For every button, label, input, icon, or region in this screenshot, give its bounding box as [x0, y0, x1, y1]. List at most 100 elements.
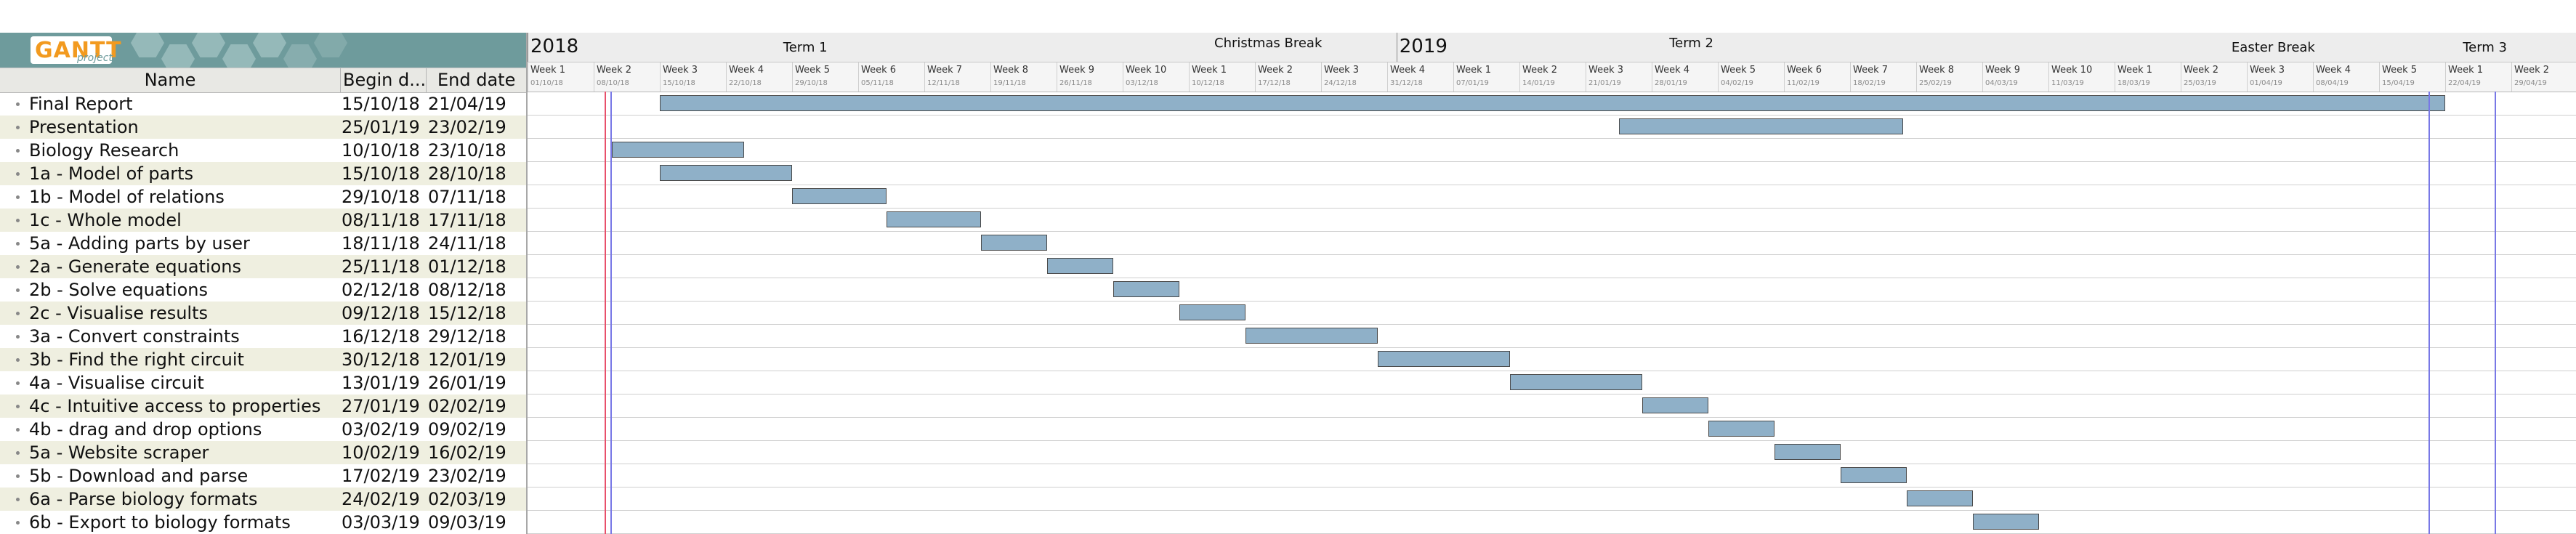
- task-name[interactable]: 4a - Visualise circuit: [29, 371, 204, 395]
- task-row[interactable]: Final Report 15/10/18 21/04/19: [0, 92, 526, 116]
- task-begin-date[interactable]: 15/10/18: [342, 92, 420, 116]
- task-bar[interactable]: [981, 235, 1047, 251]
- task-bar[interactable]: [792, 188, 887, 204]
- task-begin-date[interactable]: 27/01/19: [342, 395, 420, 418]
- task-begin-date[interactable]: 16/12/18: [342, 325, 420, 348]
- task-name[interactable]: 5a - Website scraper: [29, 441, 209, 464]
- task-begin-date[interactable]: 03/02/19: [342, 418, 420, 441]
- task-bar[interactable]: [1907, 490, 1973, 506]
- task-row[interactable]: 2b - Solve equations 02/12/18 08/12/18: [0, 278, 526, 302]
- task-begin-date[interactable]: 08/11/18: [342, 209, 420, 232]
- task-begin-date[interactable]: 30/12/18: [342, 348, 420, 371]
- task-name[interactable]: 4c - Intuitive access to properties: [29, 395, 320, 418]
- task-begin-date[interactable]: 25/01/19: [342, 116, 420, 139]
- task-name[interactable]: 4b - drag and drop options: [29, 418, 262, 441]
- task-row[interactable]: Presentation 25/01/19 23/02/19: [0, 116, 526, 139]
- task-end-date[interactable]: 29/12/18: [428, 325, 506, 348]
- task-name[interactable]: 5b - Download and parse: [29, 464, 248, 488]
- task-end-date[interactable]: 23/10/18: [428, 139, 506, 162]
- task-row[interactable]: 3b - Find the right circuit 30/12/18 12/01…: [0, 348, 526, 371]
- task-row[interactable]: 5a - Adding parts by user 18/11/18 24/11/1…: [0, 232, 526, 255]
- task-end-date[interactable]: 02/03/19: [428, 488, 506, 511]
- task-row[interactable]: 6b - Export to biology formats 03/03/19 09…: [0, 511, 526, 534]
- task-name[interactable]: 1c - Whole model: [29, 209, 182, 232]
- task-row[interactable]: 3a - Convert constraints 16/12/18 29/12/18: [0, 325, 526, 348]
- task-row[interactable]: 5b - Download and parse 17/02/19 23/02/19: [0, 464, 526, 488]
- task-end-date[interactable]: 16/02/19: [428, 441, 506, 464]
- task-bar[interactable]: [1378, 351, 1510, 367]
- column-divider[interactable]: [426, 68, 427, 92]
- column-header-name[interactable]: Name: [0, 68, 340, 92]
- task-end-date[interactable]: 12/01/19: [428, 348, 506, 371]
- task-row[interactable]: 1b - Model of relations 29/10/18 07/11/18: [0, 185, 526, 209]
- task-bar[interactable]: [1973, 514, 2039, 530]
- task-end-date[interactable]: 23/02/19: [428, 116, 506, 139]
- task-end-date[interactable]: 17/11/18: [428, 209, 506, 232]
- task-row[interactable]: 4b - drag and drop options 03/02/19 09/02/…: [0, 418, 526, 441]
- task-name[interactable]: Final Report: [29, 92, 133, 116]
- task-row[interactable]: 1a - Model of parts 15/10/18 28/10/18: [0, 162, 526, 185]
- task-end-date[interactable]: 28/10/18: [428, 162, 506, 185]
- task-row[interactable]: Biology Research 10/10/18 23/10/18: [0, 139, 526, 162]
- task-end-date[interactable]: 21/04/19: [428, 92, 506, 116]
- task-begin-date[interactable]: 18/11/18: [342, 232, 420, 255]
- column-header-end-date[interactable]: End date: [437, 68, 525, 92]
- task-begin-date[interactable]: 03/03/19: [342, 511, 420, 534]
- task-row[interactable]: 1c - Whole model 08/11/18 17/11/18: [0, 209, 526, 232]
- task-name[interactable]: 1b - Model of relations: [29, 185, 225, 209]
- task-end-date[interactable]: 07/11/18: [428, 185, 506, 209]
- task-row[interactable]: 4c - Intuitive access to properties 27/01…: [0, 395, 526, 418]
- task-end-date[interactable]: 09/02/19: [428, 418, 506, 441]
- task-begin-date[interactable]: 17/02/19: [342, 464, 420, 488]
- task-row[interactable]: 2a - Generate equations 25/11/18 01/12/18: [0, 255, 526, 278]
- task-name[interactable]: 3b - Find the right circuit: [29, 348, 244, 371]
- task-begin-date[interactable]: 24/02/19: [342, 488, 420, 511]
- task-name[interactable]: 1a - Model of parts: [29, 162, 193, 185]
- task-row[interactable]: 6a - Parse biology formats 24/02/19 02/03/…: [0, 488, 526, 511]
- task-bar[interactable]: [612, 142, 744, 158]
- task-end-date[interactable]: 01/12/18: [428, 255, 506, 278]
- task-name[interactable]: 3a - Convert constraints: [29, 325, 240, 348]
- task-begin-date[interactable]: 25/11/18: [342, 255, 420, 278]
- task-begin-date[interactable]: 10/02/19: [342, 441, 420, 464]
- task-end-date[interactable]: 15/12/18: [428, 302, 506, 325]
- task-bar[interactable]: [1708, 421, 1774, 437]
- task-begin-date[interactable]: 02/12/18: [342, 278, 420, 302]
- task-end-date[interactable]: 23/02/19: [428, 464, 506, 488]
- task-end-date[interactable]: 02/02/19: [428, 395, 506, 418]
- task-bar[interactable]: [1179, 304, 1245, 320]
- task-row[interactable]: 2c - Visualise results 09/12/18 15/12/18: [0, 302, 526, 325]
- task-bar[interactable]: [1245, 328, 1378, 344]
- task-name[interactable]: 2b - Solve equations: [29, 278, 208, 302]
- task-begin-date[interactable]: 13/01/19: [342, 371, 420, 395]
- task-end-date[interactable]: 09/03/19: [428, 511, 506, 534]
- column-header-begin-date[interactable]: Begin d...: [343, 68, 426, 92]
- task-bar[interactable]: [1619, 118, 1903, 134]
- task-name[interactable]: 2c - Visualise results: [29, 302, 208, 325]
- task-end-date[interactable]: 08/12/18: [428, 278, 506, 302]
- task-name[interactable]: 5a - Adding parts by user: [29, 232, 250, 255]
- task-row[interactable]: 5a - Website scraper 10/02/19 16/02/19: [0, 441, 526, 464]
- task-bar[interactable]: [660, 165, 792, 181]
- task-begin-date[interactable]: 09/12/18: [342, 302, 420, 325]
- task-begin-date[interactable]: 29/10/18: [342, 185, 420, 209]
- task-end-date[interactable]: 24/11/18: [428, 232, 506, 255]
- task-bar[interactable]: [1774, 444, 1841, 460]
- task-bar[interactable]: [660, 95, 2445, 111]
- task-bar[interactable]: [1510, 374, 1642, 390]
- task-bar[interactable]: [1047, 258, 1113, 274]
- task-name[interactable]: Presentation: [29, 116, 139, 139]
- task-begin-date[interactable]: 10/10/18: [342, 139, 420, 162]
- task-row[interactable]: 4a - Visualise circuit 13/01/19 26/01/19: [0, 371, 526, 395]
- task-bar[interactable]: [1642, 397, 1708, 413]
- column-divider[interactable]: [340, 68, 341, 92]
- task-bar[interactable]: [1841, 467, 1907, 483]
- task-name[interactable]: 6a - Parse biology formats: [29, 488, 257, 511]
- task-begin-date[interactable]: 15/10/18: [342, 162, 420, 185]
- task-bar[interactable]: [1113, 281, 1179, 297]
- task-name[interactable]: 6b - Export to biology formats: [29, 511, 291, 534]
- task-name[interactable]: 2a - Generate equations: [29, 255, 241, 278]
- task-bar[interactable]: [887, 211, 981, 227]
- task-end-date[interactable]: 26/01/19: [428, 371, 506, 395]
- task-name[interactable]: Biology Research: [29, 139, 179, 162]
